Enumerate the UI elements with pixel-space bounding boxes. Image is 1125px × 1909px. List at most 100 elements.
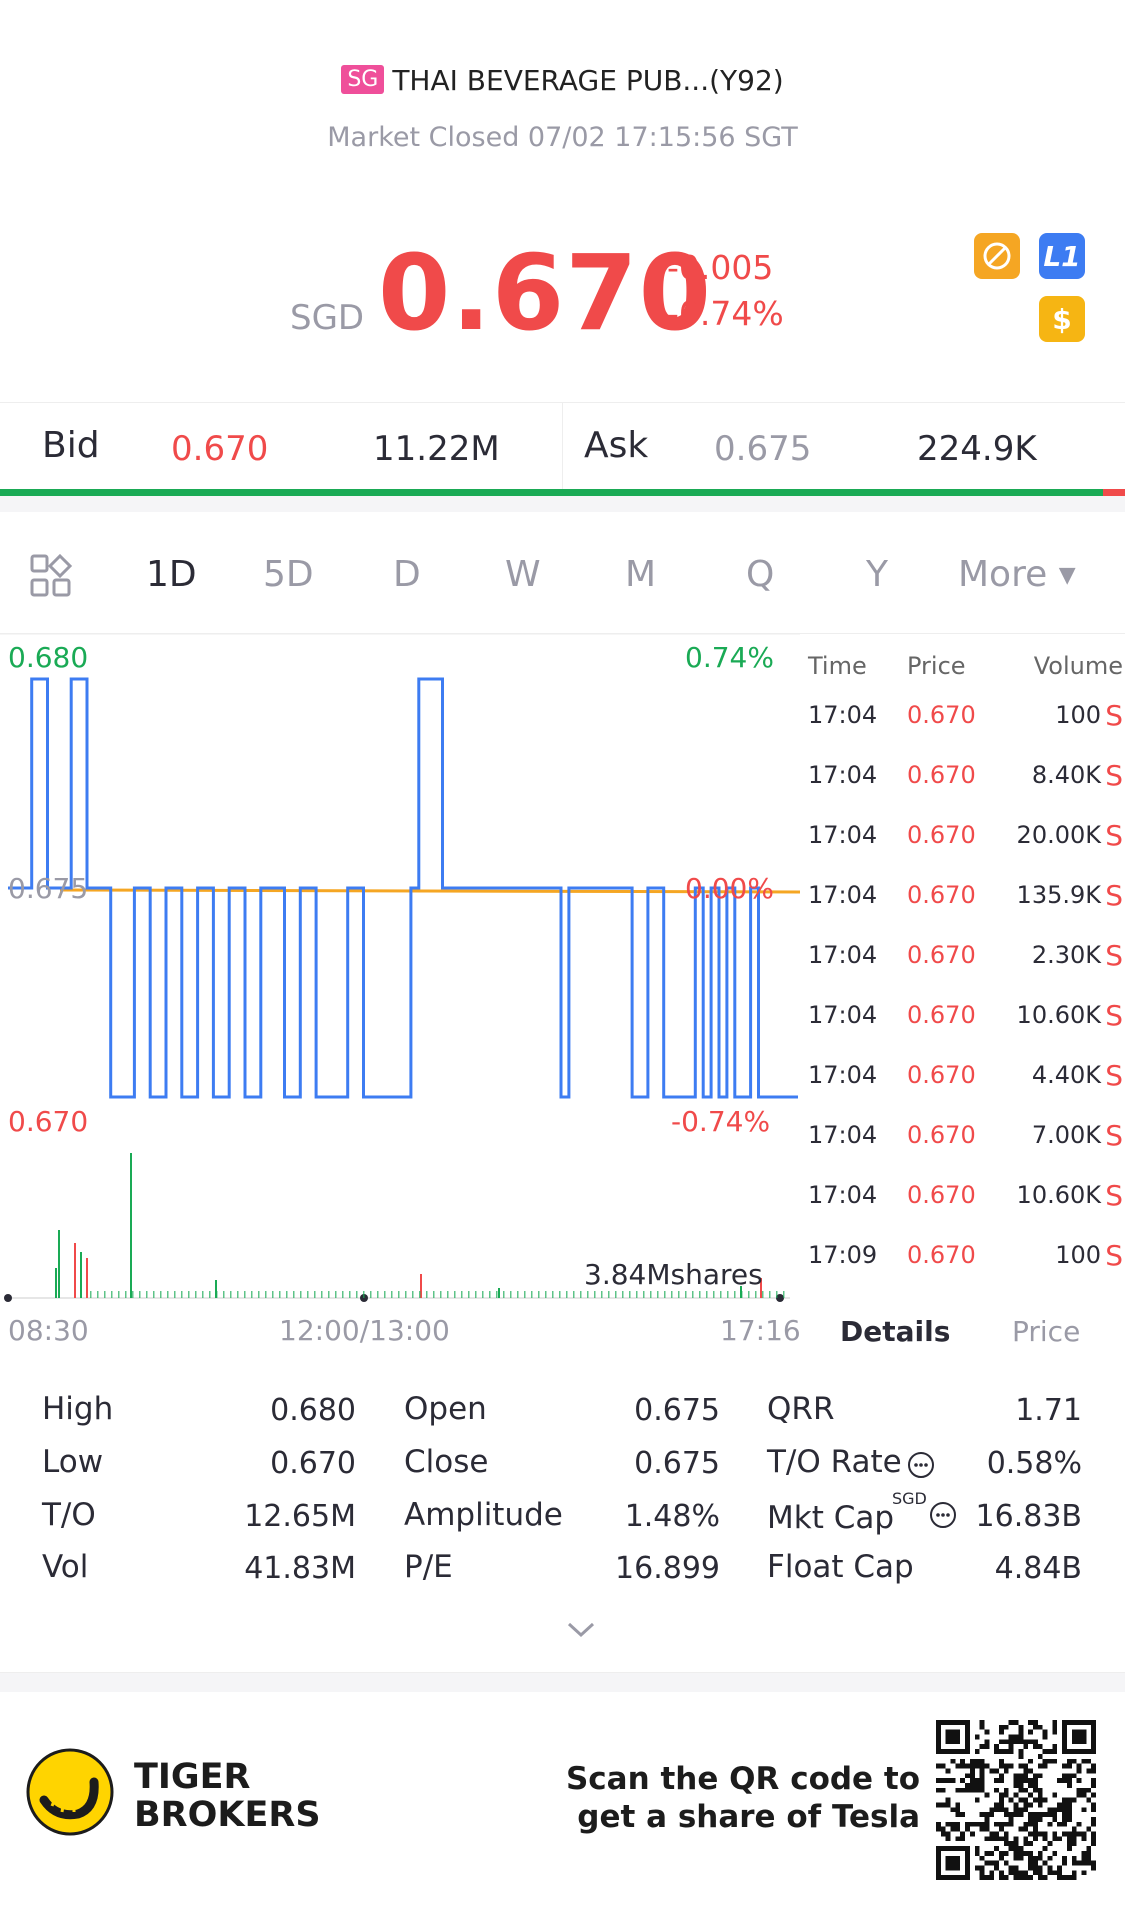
y-axis-top-pct: 0.74% — [685, 641, 774, 674]
qr-module — [955, 1836, 961, 1842]
tab-more[interactable]: More ▼ — [958, 554, 1076, 595]
qr-module — [989, 1812, 995, 1817]
qr-module — [1086, 1797, 1092, 1803]
qr-module — [969, 1787, 975, 1793]
mkt-cap-info-icon[interactable] — [928, 1500, 958, 1530]
level1-icon[interactable]: L1 — [1039, 233, 1085, 279]
qr-module — [969, 1763, 975, 1769]
volume-bar — [594, 1291, 596, 1298]
qr-module — [1076, 1768, 1082, 1774]
trade-row: 17:04 0.670 4.40K S — [800, 1059, 1125, 1121]
tab-price[interactable]: Price — [1012, 1315, 1081, 1348]
stat-to-rate-label: T/O Rate — [767, 1444, 902, 1480]
qr-module — [1091, 1860, 1096, 1866]
qr-module — [1081, 1792, 1087, 1798]
qr-module — [989, 1768, 995, 1774]
intraday-chart[interactable] — [0, 634, 800, 1314]
ask-label: Ask — [584, 425, 649, 466]
qr-module — [1023, 1826, 1029, 1832]
qr-module — [1008, 1720, 1014, 1725]
tab-w[interactable]: W — [505, 554, 541, 595]
qr-finder — [1071, 1729, 1087, 1745]
qr-module — [1028, 1855, 1033, 1861]
qr-module — [1003, 1841, 1009, 1847]
volume-bar — [58, 1230, 60, 1298]
qr-module — [1081, 1758, 1087, 1764]
tab-details[interactable]: Details — [840, 1315, 951, 1348]
qr-module — [1013, 1720, 1019, 1725]
promo-text: Scan the QR code to get a share of Tesla — [566, 1760, 920, 1836]
trade-time: 17:04 — [808, 941, 878, 969]
qr-module — [1081, 1850, 1087, 1856]
qr-module — [1032, 1865, 1038, 1871]
qr-module — [955, 1763, 961, 1769]
volume-bar — [279, 1291, 281, 1298]
y-axis-top-price: 0.680 — [8, 641, 89, 674]
qr-module — [960, 1758, 966, 1764]
qr-module — [936, 1802, 941, 1808]
qr-module — [940, 1787, 946, 1793]
qr-module — [1081, 1787, 1087, 1793]
dollar-icon[interactable]: $ — [1039, 296, 1085, 342]
qr-module — [1003, 1812, 1009, 1817]
promo-footer: TIGER BROKERS Scan the QR code to get a … — [0, 1692, 1125, 1909]
volume-bar — [307, 1291, 309, 1298]
qr-module — [1018, 1739, 1024, 1745]
qr-module — [1018, 1753, 1024, 1759]
qr-module — [1028, 1865, 1033, 1871]
qr-module — [1013, 1734, 1019, 1740]
qr-module — [1047, 1855, 1053, 1861]
qr-module — [999, 1758, 1004, 1764]
volume-bar — [498, 1288, 500, 1298]
tab-more-label: More — [958, 554, 1048, 595]
qr-module — [1057, 1870, 1063, 1876]
qr-module — [1023, 1870, 1029, 1876]
stat-to-rate-value: 0.58% — [986, 1446, 1082, 1481]
to-rate-info-icon[interactable] — [906, 1450, 936, 1480]
expand-chevron-icon[interactable] — [566, 1620, 596, 1640]
tab-q[interactable]: Q — [746, 554, 775, 595]
tab-d[interactable]: D — [393, 554, 421, 595]
qr-module — [989, 1875, 995, 1880]
qr-module — [1071, 1773, 1077, 1779]
qr-module — [965, 1821, 970, 1827]
qr-module — [999, 1802, 1004, 1808]
qr-module — [1018, 1729, 1024, 1735]
volume-bar — [762, 1291, 764, 1298]
qr-module — [999, 1850, 1004, 1856]
brand-name: TIGER BROKERS — [134, 1758, 321, 1834]
stat-low-value: 0.670 — [270, 1446, 356, 1481]
qr-module — [1071, 1870, 1077, 1876]
qr-module — [979, 1865, 985, 1871]
tab-y[interactable]: Y — [866, 554, 888, 595]
tab-1d[interactable]: 1D — [146, 554, 197, 595]
qr-module — [1052, 1870, 1058, 1876]
qr-module — [1052, 1758, 1058, 1764]
qr-module — [1023, 1807, 1029, 1813]
volume-bar — [384, 1291, 386, 1298]
qr-module — [979, 1724, 985, 1730]
volume-bar — [293, 1291, 295, 1298]
no-short-icon[interactable] — [974, 233, 1020, 279]
price-line-layer — [0, 634, 800, 1302]
trade-price: 0.670 — [907, 1001, 976, 1029]
qr-module — [940, 1802, 946, 1808]
trade-volume: 20.00K — [1016, 821, 1101, 849]
qr-module — [999, 1773, 1004, 1779]
qr-module — [1013, 1855, 1019, 1861]
qr-module — [1091, 1831, 1096, 1837]
trade-time: 17:09 — [808, 1241, 878, 1269]
qr-module — [984, 1850, 990, 1856]
chart-layout-icon[interactable] — [30, 554, 74, 598]
qr-module — [1081, 1831, 1087, 1837]
volume-bar — [657, 1291, 659, 1298]
tab-5d[interactable]: 5D — [263, 554, 314, 595]
qr-module — [994, 1860, 1000, 1866]
tab-m[interactable]: M — [625, 554, 657, 595]
stat-pe-label: P/E — [404, 1549, 453, 1585]
qr-module — [979, 1812, 985, 1817]
qr-module — [969, 1758, 975, 1764]
qr-module — [999, 1797, 1004, 1803]
qr-module — [945, 1802, 951, 1808]
qr-module — [1023, 1787, 1029, 1793]
